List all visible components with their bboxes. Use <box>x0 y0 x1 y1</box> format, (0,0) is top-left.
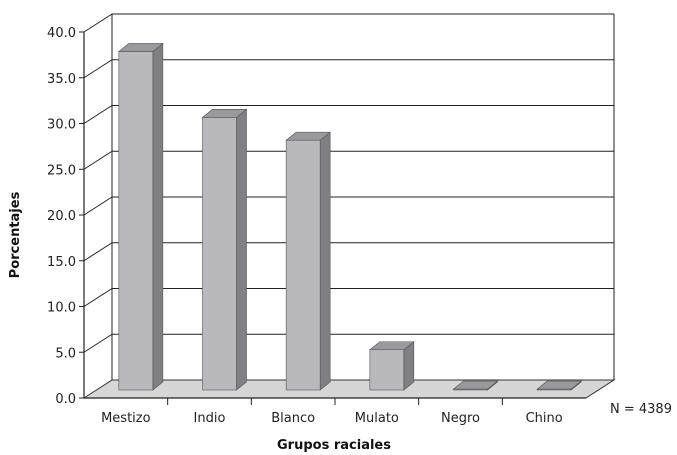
bar-top-blanco <box>285 131 332 141</box>
x-tick-label: Blanco <box>271 411 315 426</box>
y-tick-label: 35.0 <box>47 72 76 87</box>
bar-indio <box>202 117 237 391</box>
x-axis-title: Grupos raciales <box>277 438 391 453</box>
y-tick-label: 5.0 <box>55 346 76 361</box>
x-tick-label: Chino <box>526 411 563 426</box>
y-tick-label: 40.0 <box>47 26 76 41</box>
sample-size-note: N = 4389 <box>610 402 672 417</box>
bar-top-negro <box>452 380 499 390</box>
gridline-depth <box>83 242 113 262</box>
y-tick-label: 15.0 <box>47 255 76 270</box>
y-tick-label: 0.0 <box>55 392 76 407</box>
gridline-depth <box>83 59 113 79</box>
gridline-depth <box>83 288 113 307</box>
gridline-depth <box>83 333 113 353</box>
bars-layer <box>117 42 583 391</box>
bar-top-indio <box>201 109 248 118</box>
floor-plane <box>82 379 616 399</box>
bar-side-mestizo <box>152 42 164 391</box>
labels-layer: 0.0 5.0 10.0 15.0 20.0 25.0 30.0 35.0 40.0 Mestiz… <box>47 26 563 426</box>
bar-mestizo <box>118 51 154 391</box>
bar-side-indio <box>236 108 247 391</box>
bar-top-mulato <box>368 341 415 351</box>
gridline-depth <box>83 196 113 216</box>
gridline-depth <box>83 105 113 124</box>
y-tick-label: 20.0 <box>47 209 76 224</box>
x-tick-label: Mulato <box>355 411 399 426</box>
x-tick-label: Negro <box>441 411 480 426</box>
y-axis-title: Porcentajes <box>8 191 23 278</box>
x-tick-label: Mestizo <box>101 411 151 426</box>
bar-side-blanco <box>319 131 331 391</box>
bar-top-mestizo <box>117 43 164 52</box>
gridline-depth <box>83 150 113 170</box>
y-tick-label: 10.0 <box>47 301 76 316</box>
gridline-depth <box>83 13 113 33</box>
y-tick-label: 30.0 <box>47 118 76 133</box>
bar-mulato <box>369 349 405 391</box>
x-tick-label: Indio <box>194 411 226 426</box>
bar-side-mulato <box>403 341 415 391</box>
y-tick-label: 25.0 <box>47 163 76 178</box>
bar-blanco <box>285 139 321 391</box>
bar-top-chino <box>536 380 583 390</box>
